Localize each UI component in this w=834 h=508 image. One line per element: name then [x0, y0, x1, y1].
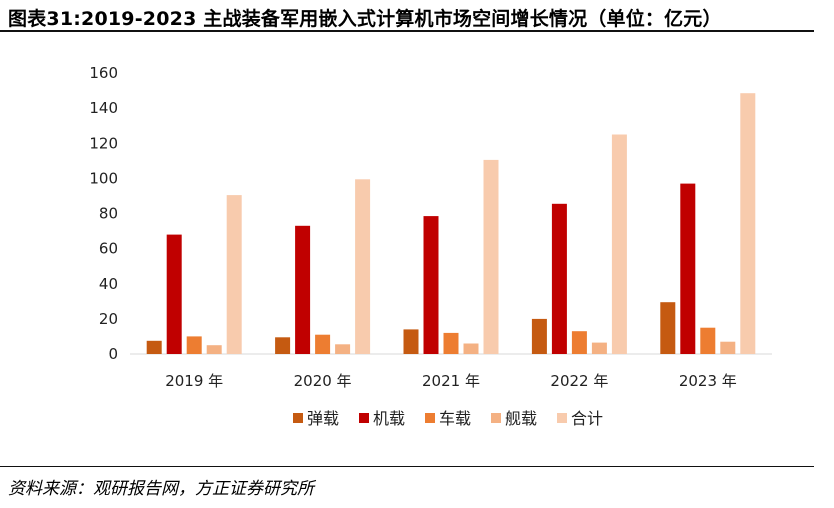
- bar-机载-2021年: [423, 216, 439, 354]
- legend-label: 机载: [373, 409, 405, 428]
- bar-合计-2020年: [355, 179, 371, 354]
- bar-合计-2019年: [226, 195, 242, 354]
- legend-swatch-舰载: [491, 413, 501, 423]
- legend: 弹载 机载 车载 舰载 合计: [293, 409, 603, 428]
- bar-车载-2022年: [571, 331, 587, 354]
- bar-合计-2021年: [483, 159, 499, 354]
- y-axis: 0 20 40 60 80 100 120 140 160: [89, 64, 118, 363]
- x-axis: 2019 年 2020 年 2021 年 2022 年 2023 年: [165, 372, 737, 390]
- bar-机载-2023年: [680, 183, 696, 354]
- bar-机载-2020年: [295, 225, 311, 354]
- y-tick-label: 160: [89, 64, 118, 82]
- legend-swatch-机载: [359, 413, 369, 423]
- bar-舰载-2021年: [463, 343, 479, 354]
- legend-swatch-弹载: [293, 413, 303, 423]
- bar-chart: 0 20 40 60 80 100 120 140 160 2019 年 2020 年 2021 年…: [89, 64, 772, 428]
- legend-label: 舰载: [505, 409, 537, 428]
- bar-舰载-2022年: [591, 342, 607, 354]
- y-tick-label: 120: [89, 134, 118, 152]
- bar-合计-2022年: [611, 134, 627, 354]
- source-divider: [0, 466, 814, 467]
- source-note: 资料来源：观研报告网，方正证券研究所: [8, 479, 314, 499]
- y-tick-label: 140: [89, 99, 118, 117]
- bar-弹载-2019年: [146, 340, 162, 354]
- bar-舰载-2019年: [206, 345, 222, 354]
- bar-弹载-2022年: [531, 318, 547, 354]
- legend-label: 合计: [571, 409, 603, 428]
- x-tick-label: 2020 年: [294, 372, 352, 390]
- bar-合计-2023年: [740, 93, 756, 354]
- y-tick-label: 0: [108, 345, 118, 363]
- y-tick-label: 20: [99, 310, 118, 328]
- y-tick-label: 80: [99, 205, 118, 223]
- bar-弹载-2020年: [275, 337, 291, 354]
- title-divider: [0, 30, 814, 32]
- x-tick-label: 2019 年: [165, 372, 223, 390]
- bar-弹载-2021年: [403, 329, 419, 354]
- bar-舰载-2020年: [335, 344, 351, 354]
- legend-label: 弹载: [307, 409, 339, 428]
- x-tick-label: 2022 年: [550, 372, 608, 390]
- x-tick-label: 2021 年: [422, 372, 480, 390]
- legend-swatch-合计: [557, 413, 567, 423]
- bar-车载-2019年: [186, 336, 202, 354]
- bar-series: [146, 93, 756, 354]
- legend-label: 车载: [439, 409, 471, 428]
- y-tick-label: 40: [99, 275, 118, 293]
- bar-机载-2019年: [166, 234, 182, 354]
- bar-机载-2022年: [551, 203, 567, 354]
- bar-车载-2020年: [315, 334, 331, 354]
- y-tick-label: 60: [99, 240, 118, 258]
- bar-舰载-2023年: [720, 341, 736, 354]
- bar-车载-2023年: [700, 327, 716, 354]
- figure-title: 图表31:2019-2023 主战装备军用嵌入式计算机市场空间增长情况（单位：亿…: [8, 8, 722, 30]
- legend-swatch-车载: [425, 413, 435, 423]
- bar-车载-2021年: [443, 332, 459, 354]
- y-tick-label: 100: [89, 169, 118, 187]
- x-tick-label: 2023 年: [679, 372, 737, 390]
- bar-弹载-2023年: [660, 302, 676, 354]
